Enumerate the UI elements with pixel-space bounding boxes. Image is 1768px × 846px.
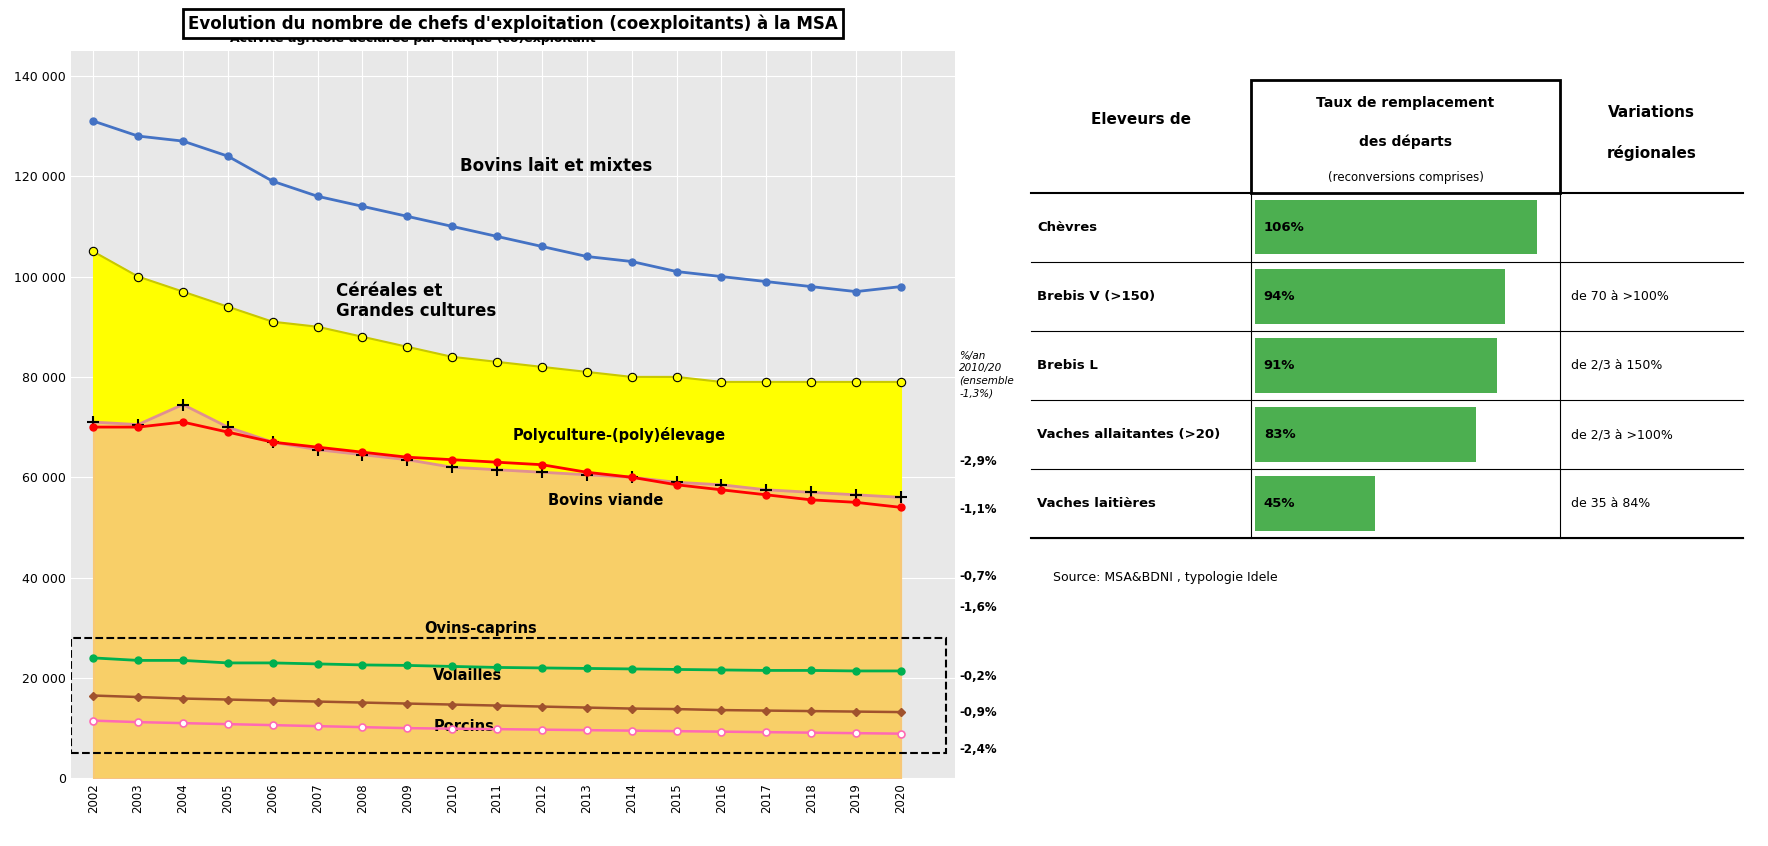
Text: Vaches allaitantes (>20): Vaches allaitantes (>20) (1038, 428, 1220, 441)
Bar (1255, 338, 1497, 393)
Text: Porcins: Porcins (433, 719, 493, 734)
Text: Bovins viande: Bovins viande (548, 493, 663, 508)
Text: -0,9%: -0,9% (960, 706, 997, 719)
Text: 91%: 91% (1264, 359, 1296, 372)
Text: Céréales et
Grandes cultures: Céréales et Grandes cultures (336, 282, 497, 321)
Bar (1255, 407, 1476, 462)
Text: de 2/3 à >100%: de 2/3 à >100% (1570, 428, 1673, 441)
Text: Source: MSA&BDNI , typologie Idele: Source: MSA&BDNI , typologie Idele (1054, 571, 1278, 584)
Text: Activité agricole déclarée par chaque (co)exploitant: Activité agricole déclarée par chaque (c… (230, 32, 596, 45)
Text: Volailles: Volailles (433, 668, 502, 683)
Text: Brebis V (>150): Brebis V (>150) (1038, 290, 1155, 303)
Text: Brebis L: Brebis L (1038, 359, 1098, 372)
Text: 106%: 106% (1264, 221, 1305, 233)
Text: source:  MSA - traitement Institut de l'Elevage: source: MSA - traitement Institut de l'E… (389, 15, 629, 25)
Text: -2,9%: -2,9% (960, 455, 997, 469)
Text: de 35 à 84%: de 35 à 84% (1570, 497, 1650, 510)
Text: des départs: des départs (1360, 135, 1452, 149)
Bar (1255, 476, 1376, 531)
Text: de 70 à >100%: de 70 à >100% (1570, 290, 1669, 303)
Text: 83%: 83% (1264, 428, 1296, 441)
Bar (1252, 80, 1559, 193)
Text: -0,7%: -0,7% (960, 569, 997, 583)
Text: -2,4%: -2,4% (960, 743, 997, 755)
Bar (1255, 200, 1536, 255)
Text: Taux de remplacement: Taux de remplacement (1317, 96, 1494, 110)
Text: Variations: Variations (1607, 105, 1696, 120)
Text: -1,1%: -1,1% (960, 503, 997, 515)
Text: -1,6%: -1,6% (960, 601, 997, 614)
Text: 45%: 45% (1264, 497, 1296, 510)
Text: Vaches laitières: Vaches laitières (1038, 497, 1156, 510)
Text: Ovins-caprins: Ovins-caprins (424, 621, 537, 636)
Text: Chèvres: Chèvres (1038, 221, 1098, 233)
Bar (71, 638, 946, 753)
Text: Polyculture-(poly)élevage: Polyculture-(poly)élevage (513, 427, 727, 443)
Text: de 2/3 à 150%: de 2/3 à 150% (1570, 359, 1662, 372)
Text: Eleveurs de: Eleveurs de (1091, 113, 1192, 128)
Text: 94%: 94% (1264, 290, 1296, 303)
Bar (1255, 269, 1505, 324)
Text: -0,2%: -0,2% (960, 670, 997, 683)
Text: Bovins lait et mixtes: Bovins lait et mixtes (460, 157, 652, 175)
Title: Evolution du nombre de chefs d'exploitation (coexploitants) à la MSA: Evolution du nombre de chefs d'exploitat… (187, 14, 838, 32)
Text: (reconversions comprises): (reconversions comprises) (1328, 171, 1483, 184)
Text: régionales: régionales (1607, 145, 1696, 161)
Text: %/an
2010/20
(ensemble
-1,3%): %/an 2010/20 (ensemble -1,3%) (960, 351, 1013, 398)
